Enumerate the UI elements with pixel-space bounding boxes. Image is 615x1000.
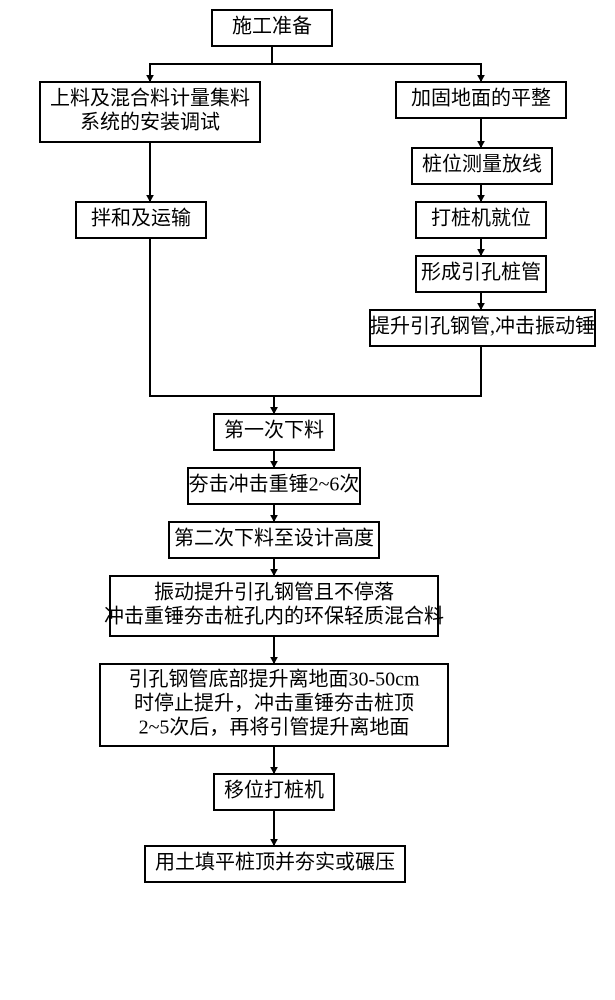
- node-text: 形成引孔桩管: [421, 261, 541, 284]
- node-text: 用土填平桩顶并夯实或碾压: [155, 851, 395, 874]
- flowchart-node: 打桩机就位: [416, 202, 546, 238]
- node-text: 提升引孔钢管,冲击振动锤: [370, 315, 595, 338]
- flowchart-node: 第二次下料至设计高度: [169, 522, 379, 558]
- flowchart-node: 第一次下料: [214, 414, 334, 450]
- flowchart-node: 加固地面的平整: [396, 82, 566, 118]
- flowchart-node: 移位打桩机: [214, 774, 334, 810]
- node-text: 2~5次后，再将引管提升离地面: [139, 716, 410, 739]
- node-text: 冲击重锤夯击桩孔内的环保轻质混合料: [104, 605, 444, 628]
- node-text: 系统的安装调试: [80, 111, 220, 134]
- flowchart-node: 上料及混合料计量集料系统的安装调试: [40, 82, 260, 142]
- flowchart-node: 振动提升引孔钢管且不停落冲击重锤夯击桩孔内的环保轻质混合料: [104, 576, 444, 636]
- flowchart-node: 用土填平桩顶并夯实或碾压: [145, 846, 405, 882]
- flowchart-node: 施工准备: [212, 10, 332, 46]
- flowchart-node: 提升引孔钢管,冲击振动锤: [370, 310, 595, 346]
- node-text: 夯击冲击重锤2~6次: [189, 473, 360, 496]
- node-text: 加固地面的平整: [411, 87, 551, 110]
- node-text: 拌和及运输: [91, 207, 191, 230]
- node-text: 振动提升引孔钢管且不停落: [154, 581, 394, 604]
- node-text: 施工准备: [232, 15, 312, 38]
- node-text: 时停止提升，冲击重锤夯击桩顶: [134, 692, 414, 715]
- node-text: 引孔钢管底部提升离地面30-50cm: [128, 668, 420, 691]
- node-text: 桩位测量放线: [422, 153, 542, 176]
- flowchart-node: 桩位测量放线: [412, 148, 552, 184]
- node-text: 上料及混合料计量集料: [50, 87, 250, 110]
- flowchart-node: 夯击冲击重锤2~6次: [188, 468, 360, 504]
- node-text: 第一次下料: [224, 419, 324, 442]
- flowchart-node: 形成引孔桩管: [416, 256, 546, 292]
- node-text: 打桩机就位: [431, 207, 531, 230]
- flowchart-node: 拌和及运输: [76, 202, 206, 238]
- node-text: 移位打桩机: [224, 779, 324, 802]
- node-text: 第二次下料至设计高度: [174, 527, 374, 550]
- flowchart-node: 引孔钢管底部提升离地面30-50cm时停止提升，冲击重锤夯击桩顶2~5次后，再将…: [100, 664, 448, 746]
